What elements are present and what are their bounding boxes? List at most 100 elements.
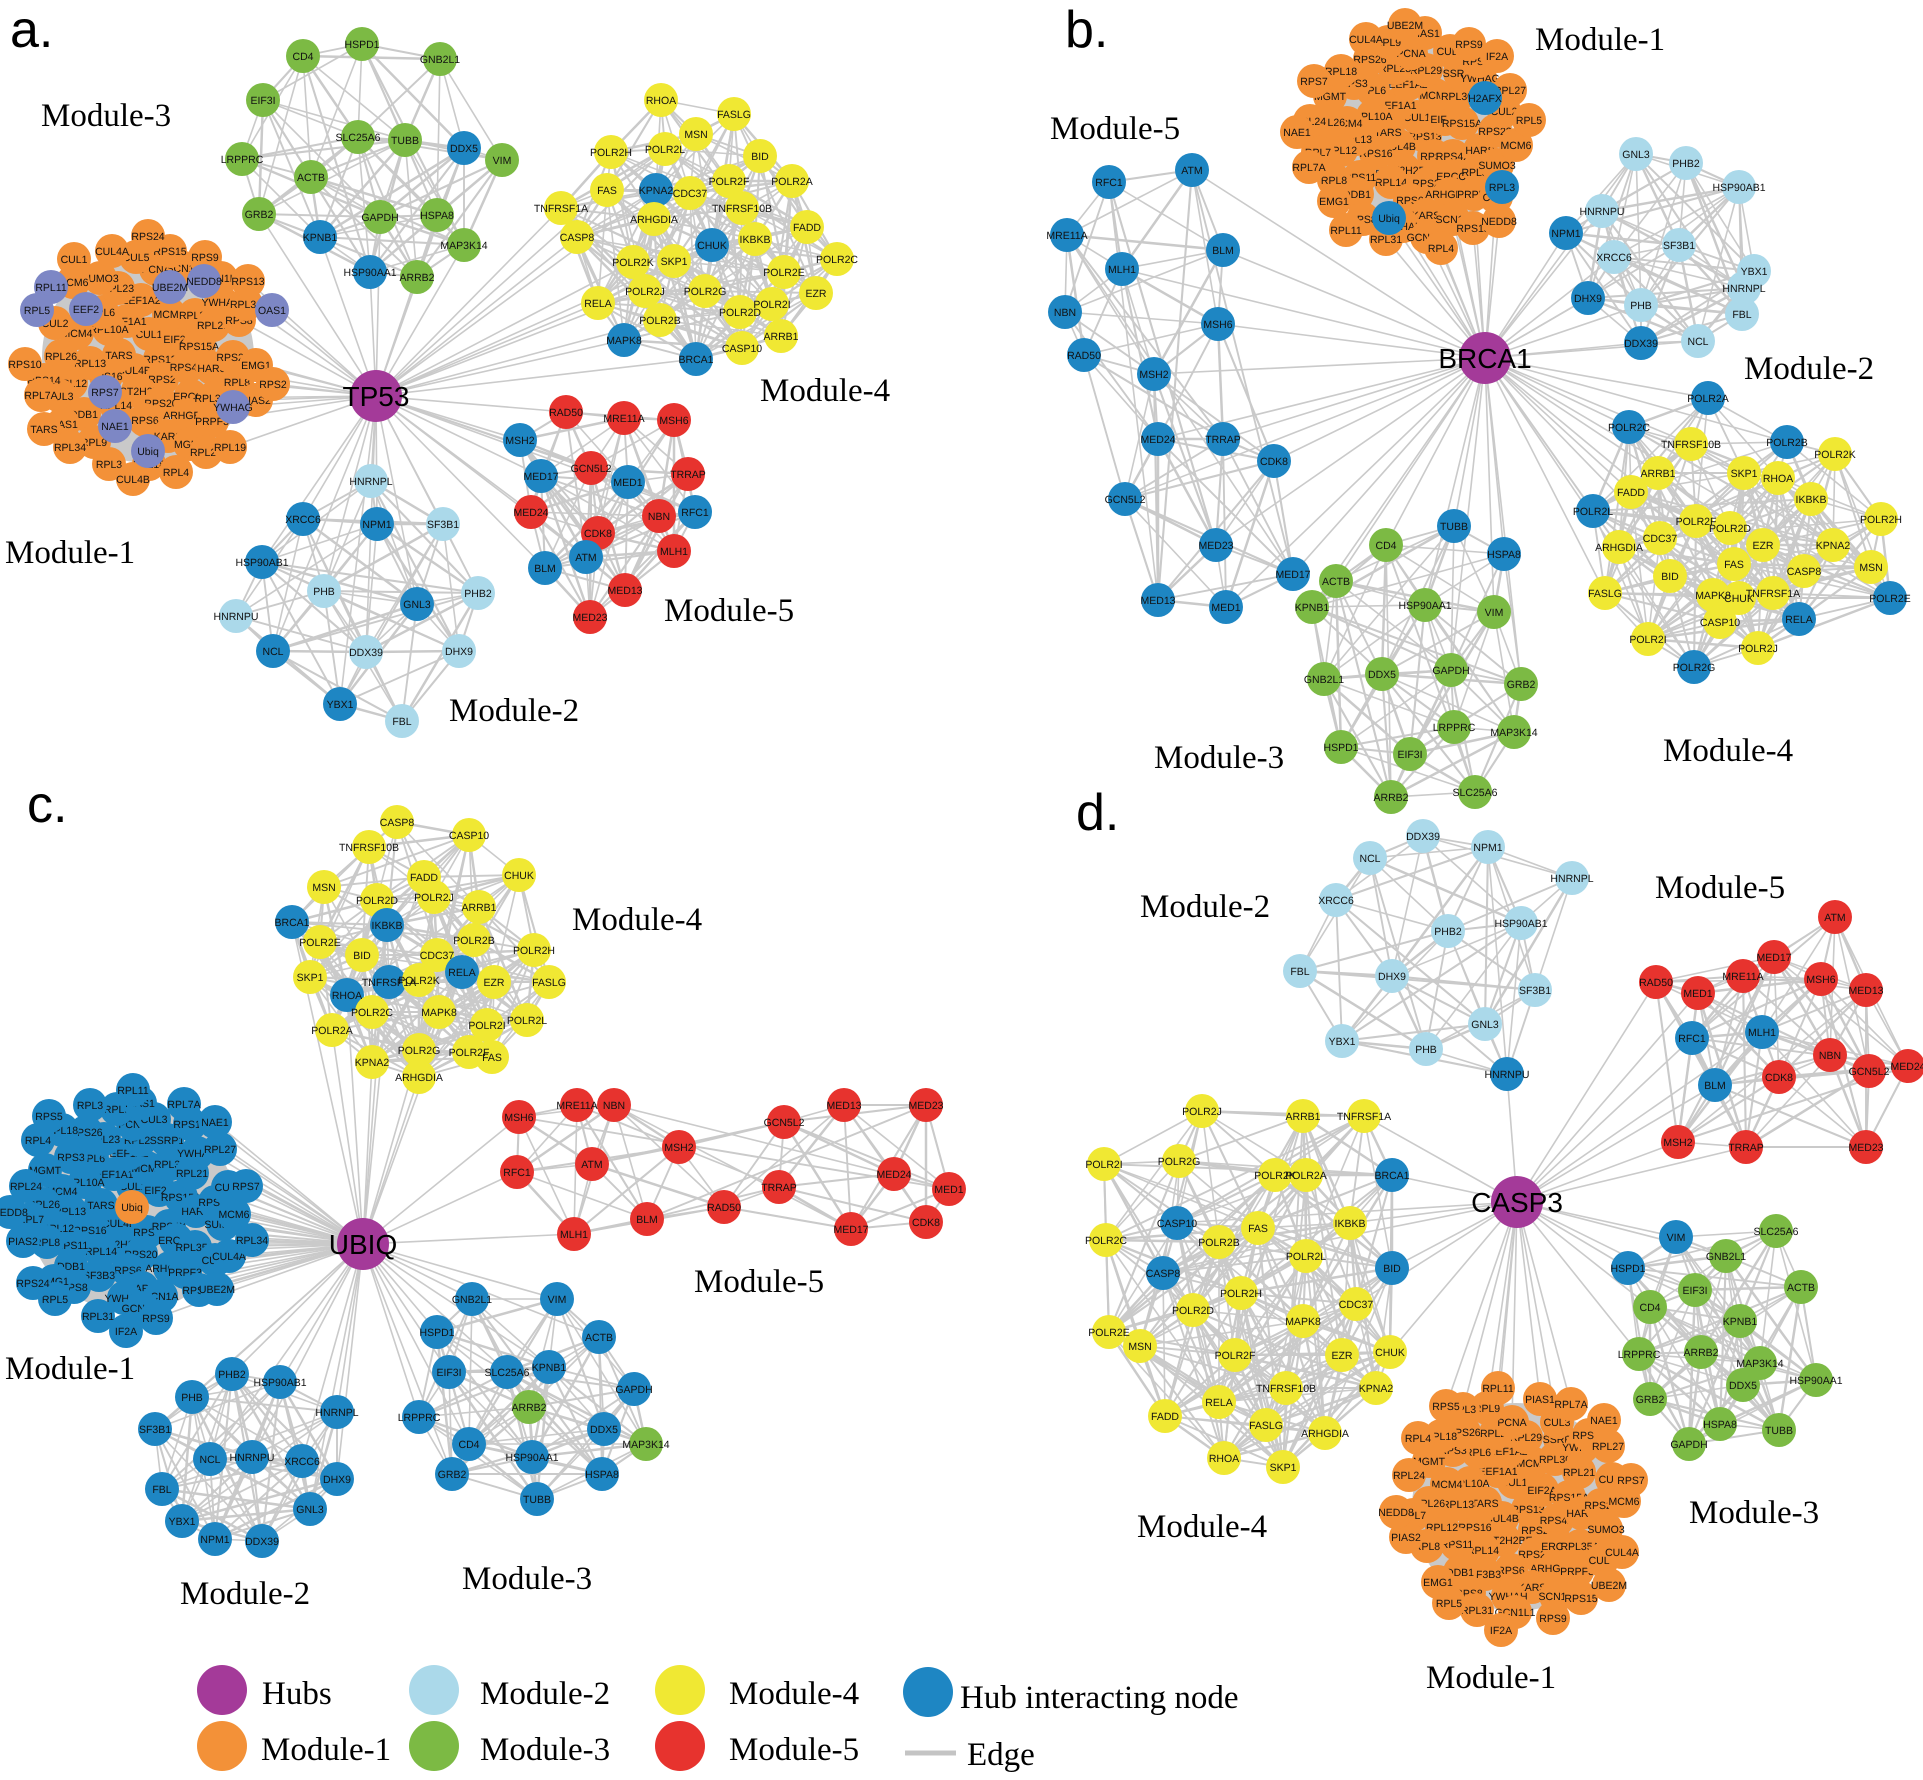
svg-text:RPL26: RPL26 bbox=[45, 351, 77, 363]
svg-text:MAP3K14: MAP3K14 bbox=[622, 1439, 669, 1451]
svg-text:GNB2L1: GNB2L1 bbox=[1706, 1251, 1746, 1263]
svg-text:YWHAG: YWHAG bbox=[213, 402, 253, 414]
svg-text:POLR2I: POLR2I bbox=[1085, 1159, 1122, 1171]
svg-text:Ubiq: Ubiq bbox=[1378, 213, 1400, 225]
svg-text:TARS: TARS bbox=[87, 1200, 114, 1212]
svg-text:MCM6: MCM6 bbox=[1609, 1496, 1640, 1508]
svg-text:PCNA: PCNA bbox=[1497, 1417, 1526, 1429]
svg-text:POLR2J: POLR2J bbox=[414, 892, 454, 904]
svg-text:CUL5: CUL5 bbox=[123, 252, 150, 264]
svg-text:EIF3I: EIF3I bbox=[436, 1367, 461, 1379]
svg-text:YBX1: YBX1 bbox=[1329, 1036, 1356, 1048]
svg-text:MAP3K14: MAP3K14 bbox=[1736, 1358, 1783, 1370]
svg-text:Module-3: Module-3 bbox=[41, 98, 171, 134]
svg-text:MCM4: MCM4 bbox=[1432, 1479, 1463, 1491]
svg-text:FAS: FAS bbox=[482, 1052, 502, 1064]
svg-text:ARRB2: ARRB2 bbox=[1373, 792, 1408, 804]
svg-text:RAD50: RAD50 bbox=[549, 407, 583, 419]
svg-text:PHB: PHB bbox=[1630, 300, 1652, 312]
svg-text:MED13: MED13 bbox=[1140, 595, 1175, 607]
svg-text:GNB2L1: GNB2L1 bbox=[1304, 674, 1344, 686]
svg-text:ATM: ATM bbox=[581, 1159, 602, 1171]
svg-text:DDX39: DDX39 bbox=[349, 647, 383, 659]
svg-text:PHB2: PHB2 bbox=[1672, 158, 1700, 170]
svg-text:CD4: CD4 bbox=[458, 1439, 479, 1451]
svg-text:RPS6: RPS6 bbox=[131, 415, 159, 427]
svg-text:KPNB1: KPNB1 bbox=[532, 1362, 567, 1374]
svg-text:RPL13: RPL13 bbox=[1442, 1499, 1474, 1511]
svg-text:RPL31: RPL31 bbox=[82, 1311, 114, 1323]
svg-text:KPNB1: KPNB1 bbox=[1723, 1316, 1758, 1328]
svg-text:NBN: NBN bbox=[603, 1100, 625, 1112]
svg-text:POLR2A: POLR2A bbox=[1687, 393, 1728, 405]
svg-text:EEF1A1: EEF1A1 bbox=[94, 1169, 133, 1181]
svg-text:RAD50: RAD50 bbox=[1639, 977, 1673, 989]
svg-text:CDC37: CDC37 bbox=[420, 950, 455, 962]
svg-text:RPL3: RPL3 bbox=[1489, 182, 1515, 194]
svg-text:RPL19: RPL19 bbox=[214, 442, 246, 454]
svg-text:KPNA2: KPNA2 bbox=[1359, 1383, 1394, 1395]
svg-text:KPNB1: KPNB1 bbox=[1295, 602, 1330, 614]
svg-text:RPL27: RPL27 bbox=[204, 1144, 236, 1156]
svg-text:RPL6: RPL6 bbox=[1465, 1447, 1491, 1459]
svg-text:XRCC6: XRCC6 bbox=[1318, 895, 1354, 907]
svg-text:Module-3: Module-3 bbox=[462, 1561, 592, 1597]
svg-text:HSPD1: HSPD1 bbox=[344, 39, 379, 51]
svg-text:IKBKB: IKBKB bbox=[372, 920, 403, 932]
svg-text:Module-2: Module-2 bbox=[1140, 889, 1270, 925]
svg-text:RPL3: RPL3 bbox=[96, 459, 122, 471]
svg-text:GNL3: GNL3 bbox=[1622, 149, 1650, 161]
svg-text:RPL8: RPL8 bbox=[1321, 175, 1347, 187]
svg-text:HSPA8: HSPA8 bbox=[585, 1469, 619, 1481]
svg-text:PHB: PHB bbox=[313, 586, 335, 598]
svg-text:RPL21: RPL21 bbox=[176, 1168, 208, 1180]
svg-text:NBN: NBN bbox=[1819, 1050, 1841, 1062]
svg-text:HNRNPU: HNRNPU bbox=[214, 611, 259, 623]
svg-text:TNFRSF1A: TNFRSF1A bbox=[1746, 588, 1800, 600]
svg-text:CASP10: CASP10 bbox=[722, 343, 762, 355]
svg-text:EIF2A: EIF2A bbox=[1527, 1485, 1556, 1497]
svg-text:Ubiq: Ubiq bbox=[121, 1202, 143, 1214]
svg-text:GNL3: GNL3 bbox=[1471, 1019, 1499, 1031]
svg-text:IKBKB: IKBKB bbox=[1335, 1218, 1366, 1230]
svg-text:CHUK: CHUK bbox=[697, 240, 727, 252]
svg-text:HNRNPL: HNRNPL bbox=[1550, 873, 1593, 885]
svg-text:CASP10: CASP10 bbox=[449, 830, 489, 842]
svg-text:MED1: MED1 bbox=[1683, 988, 1712, 1000]
svg-text:EIF3I: EIF3I bbox=[250, 95, 275, 107]
svg-text:RPS7: RPS7 bbox=[232, 1181, 260, 1193]
svg-text:RAD50: RAD50 bbox=[707, 1202, 741, 1214]
svg-text:TRRAP: TRRAP bbox=[761, 1182, 797, 1194]
svg-text:SLC25A6: SLC25A6 bbox=[336, 132, 381, 144]
svg-text:LRPPRC: LRPPRC bbox=[398, 1412, 441, 1424]
svg-text:SF3B1: SF3B1 bbox=[139, 1424, 171, 1436]
svg-text:PCNA: PCNA bbox=[1396, 48, 1425, 60]
svg-text:Module-3: Module-3 bbox=[1689, 1495, 1819, 1531]
svg-text:GRB2: GRB2 bbox=[245, 209, 274, 221]
svg-text:YBX1: YBX1 bbox=[1741, 266, 1768, 278]
svg-text:IF2A: IF2A bbox=[1486, 51, 1508, 63]
svg-text:RPL7A: RPL7A bbox=[24, 390, 57, 402]
svg-text:MCM6: MCM6 bbox=[219, 1209, 250, 1221]
svg-text:DDX5: DDX5 bbox=[1368, 669, 1396, 681]
svg-text:PRPF3: PRPF3 bbox=[1560, 1566, 1594, 1578]
svg-text:SLC25A6: SLC25A6 bbox=[485, 1367, 530, 1379]
svg-text:POLR2B: POLR2B bbox=[1198, 1237, 1239, 1249]
svg-text:RPS9: RPS9 bbox=[142, 1313, 170, 1325]
svg-text:IKBKB: IKBKB bbox=[1796, 494, 1827, 506]
svg-text:EEF1A1: EEF1A1 bbox=[1478, 1466, 1517, 1478]
svg-text:HSPA8: HSPA8 bbox=[1703, 1419, 1737, 1431]
svg-text:KARS: KARS bbox=[1518, 1582, 1547, 1594]
svg-text:UBIQ: UBIQ bbox=[329, 1229, 397, 1260]
svg-text:FASLG: FASLG bbox=[1249, 1420, 1283, 1432]
svg-text:RPL21: RPL21 bbox=[1563, 1467, 1595, 1479]
svg-text:MLH1: MLH1 bbox=[1748, 1027, 1776, 1039]
svg-text:Module-4: Module-4 bbox=[760, 373, 890, 409]
svg-text:Module-4: Module-4 bbox=[729, 1676, 859, 1712]
svg-text:RHOA: RHOA bbox=[646, 95, 676, 107]
svg-text:RPL4: RPL4 bbox=[1428, 243, 1454, 255]
svg-text:RPS15A: RPS15A bbox=[1442, 118, 1482, 130]
svg-text:PHB2: PHB2 bbox=[218, 1369, 246, 1381]
svg-text:POLR2G: POLR2G bbox=[1158, 1156, 1201, 1168]
svg-text:PIAS2: PIAS2 bbox=[8, 1236, 38, 1248]
